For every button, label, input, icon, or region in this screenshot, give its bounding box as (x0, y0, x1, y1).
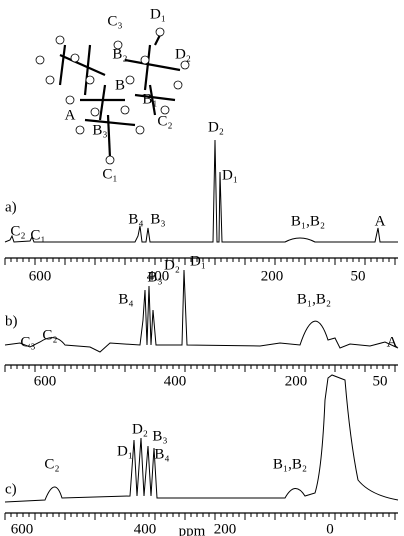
peak-label: D₁ (117, 443, 133, 459)
atom-label: C₂ (157, 113, 172, 129)
atom-label: B₃ (92, 122, 107, 138)
atom-label: C₁ (102, 166, 117, 182)
peak-label: D₂ (164, 257, 180, 273)
axes (5, 258, 398, 513)
figure: C₃D₁B₂D₂BB₁AC₂B₃C₁a)C₂C₁B₄B₃D₂D₁B₁,B₂A60… (0, 0, 404, 536)
peak-label: D₁ (190, 253, 206, 269)
peak-label: D₂ (132, 421, 148, 437)
tick-label: 600 (34, 373, 57, 389)
peak-label: B₃ (150, 211, 165, 227)
tick-label: 50 (373, 373, 388, 389)
atom-label: D₂ (175, 46, 191, 62)
tick-label: 600 (11, 521, 34, 536)
peak-label: B₃ (147, 269, 162, 285)
tick-label: 600 (29, 268, 52, 284)
panel-label: b) (5, 313, 18, 329)
tick-label: 400 (134, 521, 157, 536)
atom-label: B (115, 77, 125, 93)
peak-label: D₁ (222, 167, 238, 183)
peak-label: C₃ (20, 334, 35, 350)
atom-label: D₁ (150, 6, 166, 22)
peak-label: A (387, 334, 398, 350)
tick-label: 200 (261, 268, 284, 284)
tick-label: 200 (214, 521, 237, 536)
peak-label: B₄ (154, 446, 169, 462)
panel-label: a) (5, 199, 17, 215)
panel-label: c) (5, 481, 17, 497)
peak-label: C₁ (30, 227, 45, 243)
tick-label: 50 (351, 268, 366, 284)
spectrum-a (5, 140, 398, 242)
tick-label: 200 (285, 373, 308, 389)
peak-label: C₂ (10, 223, 25, 239)
peak-label: D₂ (208, 119, 224, 135)
atom-label: B₂ (112, 46, 127, 62)
atom-label: C₃ (107, 13, 122, 29)
peak-label: C₂ (42, 327, 57, 343)
atom-label: A (65, 107, 76, 123)
spectrum-b (5, 270, 398, 352)
peak-label: B₄ (118, 291, 133, 307)
spectrum-c (5, 375, 398, 502)
peak-label: C₂ (44, 456, 59, 472)
peak-label: A (375, 213, 386, 229)
atom-label: B₁ (142, 91, 157, 107)
peak-label: B₁,B₂ (273, 456, 307, 472)
tick-label: 0 (326, 521, 334, 536)
x-axis-label: ppm (179, 523, 206, 536)
peak-label: B₁,B₂ (291, 213, 325, 229)
peak-label: B₃ (152, 428, 167, 444)
tick-label: 400 (164, 373, 187, 389)
peak-label: B₄ (128, 211, 143, 227)
peak-label: B₁,B₂ (297, 291, 331, 307)
